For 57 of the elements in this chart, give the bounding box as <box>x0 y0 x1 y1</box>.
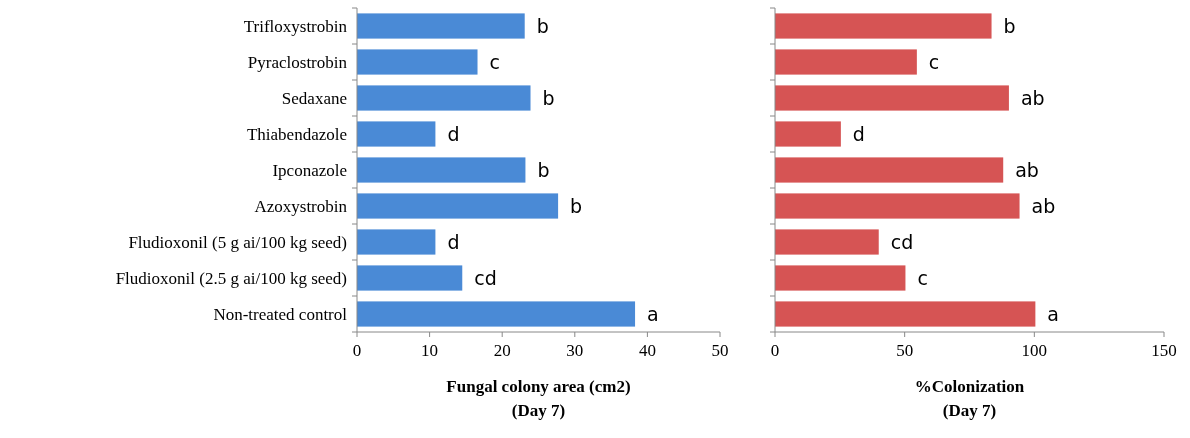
x-tick-label: 40 <box>638 341 656 360</box>
data-label: b <box>537 159 550 181</box>
x-tick-label: 0 <box>770 341 780 360</box>
bar <box>357 301 636 327</box>
x-tick-label: 0 <box>352 341 362 360</box>
data-label: a <box>647 303 659 325</box>
y-tick-label: Ipconazole <box>272 160 347 180</box>
data-label: ab <box>1020 87 1045 109</box>
y-tick-label: Azoxystrobin <box>254 196 348 216</box>
y-tick-label: Fludioxonil (5 g ai/100 kg seed) <box>128 232 347 252</box>
y-tick-label: Thiabendazole <box>246 124 347 144</box>
data-label: ab <box>1015 159 1039 181</box>
bar <box>357 121 436 147</box>
y-tick-label: Non-treated control <box>213 304 348 324</box>
y-tick-label: Trifloxystrobin <box>243 16 348 36</box>
bar <box>775 85 1009 111</box>
bar <box>357 49 478 75</box>
y-tick-label: Sedaxane <box>281 88 347 108</box>
x-axis-title: %Colonization (Day 7) <box>914 377 1025 420</box>
data-label: cd <box>890 231 914 253</box>
x-tick-label: 30 <box>566 341 584 360</box>
data-label: c <box>928 51 940 73</box>
x-tick-label: 20 <box>493 341 511 360</box>
data-label: b <box>1003 15 1016 37</box>
data-label: d <box>447 231 460 253</box>
bar <box>357 265 463 291</box>
bar <box>775 13 992 39</box>
x-tick-label: 10 <box>421 341 439 360</box>
data-label: cd <box>474 267 497 289</box>
bar <box>775 229 879 255</box>
data-label: d <box>852 123 865 145</box>
data-label: a <box>1047 303 1060 325</box>
bar <box>775 121 841 147</box>
data-label: ab <box>1031 195 1056 217</box>
x-tick-label: 50 <box>711 341 729 360</box>
x-tick-label: 150 <box>1151 341 1177 360</box>
y-tick-label: Pyraclostrobin <box>247 52 348 72</box>
bar <box>357 193 559 219</box>
bar <box>775 193 1020 219</box>
data-label: b <box>536 15 549 37</box>
data-label: c <box>489 51 500 73</box>
bar <box>357 13 525 39</box>
bar <box>357 229 436 255</box>
x-tick-label: 50 <box>896 341 914 360</box>
y-tick-label: Fludioxonil (2.5 g ai/100 kg seed) <box>115 268 347 288</box>
data-label: b <box>542 87 555 109</box>
bar <box>775 49 917 75</box>
bar <box>775 265 906 291</box>
bar <box>357 85 531 111</box>
x-axis-title: Fungal colony area (cm2) (Day 7) <box>446 377 631 420</box>
data-label: c <box>917 267 928 289</box>
bar <box>357 157 526 183</box>
bar <box>775 157 1004 183</box>
bar <box>775 301 1036 327</box>
data-label: b <box>570 195 583 217</box>
x-tick-label: 100 <box>1021 341 1048 360</box>
data-label: d <box>447 123 460 145</box>
